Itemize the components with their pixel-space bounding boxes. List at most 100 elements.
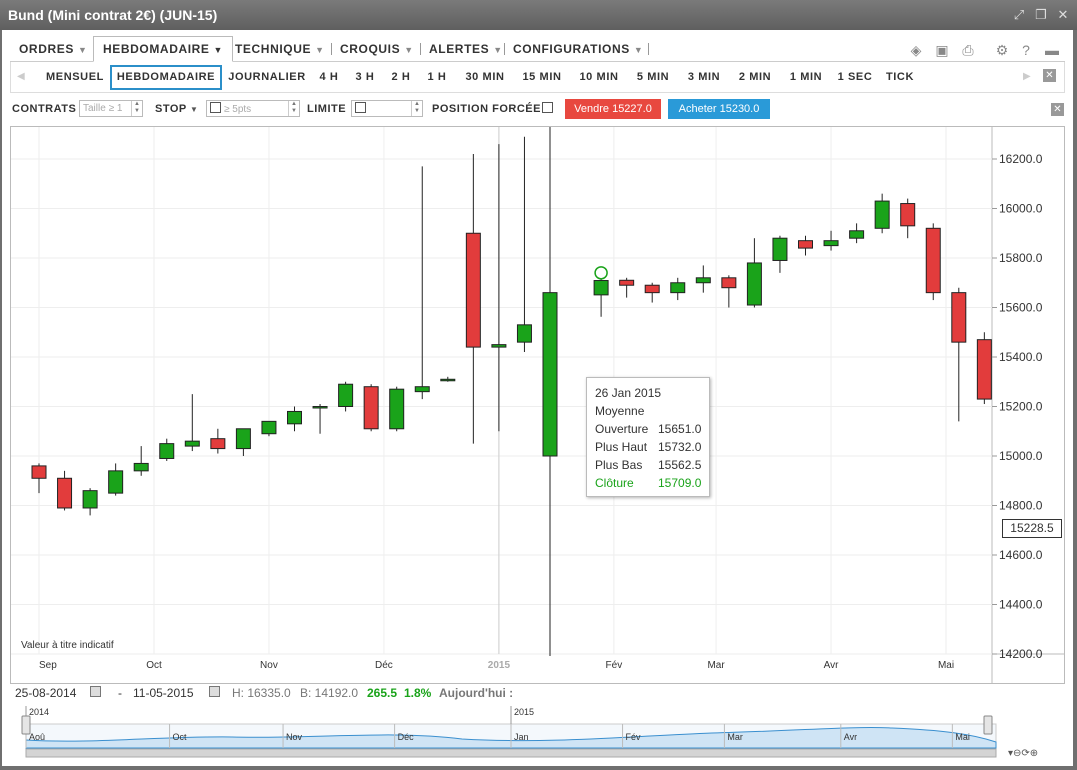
navigator-scrollbar-thumb[interactable] bbox=[25, 748, 997, 758]
forced-position-label: POSITION FORCÉE bbox=[432, 103, 541, 115]
window-title: Bund (Mini contrat 2€) (JUN-15) bbox=[8, 7, 218, 23]
candle-body bbox=[900, 203, 916, 227]
tf-2min[interactable]: 2 MIN bbox=[738, 71, 772, 83]
candle-body bbox=[670, 282, 686, 294]
expand-icon[interactable]: ⤢ bbox=[1013, 7, 1025, 22]
candle-body bbox=[951, 292, 967, 343]
candle-body bbox=[184, 440, 200, 447]
navigator-month-label: Fév bbox=[626, 732, 642, 742]
menu-croquis[interactable]: CROQUIS ▼ bbox=[340, 42, 414, 56]
chevron-down-icon: ▼ bbox=[404, 45, 414, 55]
tf-3min[interactable]: 3 MIN bbox=[687, 71, 721, 83]
y-tick-label: 15600.0 bbox=[999, 301, 1043, 315]
stop-checkbox[interactable] bbox=[210, 102, 221, 113]
spinner-icon[interactable]: ▲ ▼ bbox=[288, 101, 299, 116]
x-tick-label: Fév bbox=[606, 660, 623, 671]
tooltip-high-label: Plus Haut bbox=[595, 440, 648, 454]
sell-button[interactable]: Vendre 15227.0 bbox=[565, 99, 661, 119]
stop-input[interactable]: ≥ 5pts ▲ ▼ bbox=[206, 100, 300, 117]
layers-icon[interactable]: ◈ bbox=[910, 42, 922, 58]
tf-hebdomadaire[interactable]: HEBDOMADAIRE bbox=[110, 65, 222, 90]
window-content: ORDRES ▼ HEBDOMADAIRE ▼ TECHNIQUE ▼ CROQUIS… bbox=[2, 30, 1073, 766]
tooltip-low-label: Plus Bas bbox=[595, 458, 643, 472]
close-icon[interactable]: ✕ bbox=[1057, 7, 1069, 22]
x-tick-label: Mai bbox=[938, 660, 954, 671]
today-label: Aujourd'hui : bbox=[439, 686, 514, 700]
menu-configurations[interactable]: CONFIGURATIONS ▼ bbox=[513, 42, 644, 56]
chevron-down-icon: ▼ bbox=[77, 45, 88, 55]
navigator-year-label: 2015 bbox=[514, 707, 534, 717]
chevron-down-icon: ▼ bbox=[213, 45, 224, 55]
range-end-date[interactable]: 11-05-2015 bbox=[133, 686, 194, 700]
tf-1sec[interactable]: 1 SEC bbox=[837, 71, 873, 83]
tf-10min[interactable]: 10 MIN bbox=[579, 71, 619, 83]
candle-body bbox=[31, 465, 47, 479]
calendar-icon[interactable] bbox=[90, 686, 101, 697]
restore-icon[interactable]: ❐ bbox=[1035, 7, 1047, 22]
candle-body bbox=[82, 490, 98, 509]
spinner-icon[interactable]: ▲ ▼ bbox=[411, 101, 422, 116]
buy-button[interactable]: Acheter 15230.0 bbox=[668, 99, 770, 119]
range-start-date[interactable]: 25-08-2014 bbox=[15, 686, 77, 700]
price-chart[interactable]: 14200.0 14400.0 14600.0 14800.0 15000.0 15200… bbox=[10, 126, 1065, 684]
navigator-month-label: Avr bbox=[844, 732, 857, 742]
candle-body bbox=[593, 280, 609, 296]
candle-body bbox=[746, 262, 762, 306]
limit-checkbox[interactable] bbox=[355, 102, 366, 113]
order-bar: CONTRATS Taille ≥ 1 ▲ ▼ STOP ▼ ≥ 5pts ▲ ▼ LI… bbox=[10, 96, 1065, 122]
tf-1min[interactable]: 1 MIN bbox=[789, 71, 823, 83]
scroll-right-icon[interactable]: ▶ bbox=[1023, 71, 1031, 82]
x-tick-label: Oct bbox=[146, 660, 162, 671]
zoom-icons[interactable]: ▾⊖⟳⊕ bbox=[1008, 748, 1038, 758]
tf-4h[interactable]: 4 H bbox=[319, 71, 339, 83]
menu-ordres[interactable]: ORDRES ▼ bbox=[19, 42, 88, 56]
menu-hebdomadaire[interactable]: HEBDOMADAIRE ▼ bbox=[93, 36, 234, 62]
navigator[interactable]: 2014 2015 Aoû Oct Nov Déc Jan Fév Mar Avr Mai ▾⊖⟳⊕ bbox=[12, 706, 1067, 758]
hover-marker bbox=[594, 266, 608, 280]
navigator-left-handle[interactable] bbox=[21, 715, 31, 735]
gear-icon[interactable]: ⚙ bbox=[995, 42, 1009, 58]
menu-technique[interactable]: TECHNIQUE ▼ bbox=[235, 42, 325, 56]
calendar-icon[interactable] bbox=[209, 686, 220, 697]
chat-icon[interactable]: ▬ bbox=[1045, 42, 1059, 58]
tf-journalier[interactable]: JOURNALIER bbox=[228, 71, 306, 83]
range-change-pct: 1.8% bbox=[404, 686, 432, 700]
print-icon[interactable]: ⎙ bbox=[962, 42, 974, 58]
contracts-input[interactable]: Taille ≥ 1 ▲ ▼ bbox=[79, 100, 143, 117]
image-icon[interactable]: ▣ bbox=[935, 42, 949, 58]
candle-body bbox=[823, 240, 839, 247]
tooltip-close-value: 15709.0 bbox=[658, 476, 702, 490]
candle-body bbox=[133, 462, 149, 472]
close-order-bar-icon[interactable]: ✕ bbox=[1051, 103, 1064, 116]
candle-body bbox=[414, 386, 430, 393]
menu-alertes[interactable]: ALERTES ▼ bbox=[429, 42, 503, 56]
forced-position-checkbox[interactable] bbox=[542, 102, 553, 113]
scroll-left-icon[interactable]: ◀ bbox=[17, 71, 25, 82]
candle-body bbox=[440, 378, 456, 382]
close-timeframes-icon[interactable]: ✕ bbox=[1043, 69, 1056, 82]
help-icon[interactable]: ? bbox=[1022, 42, 1030, 58]
tf-3h[interactable]: 3 H bbox=[355, 71, 375, 83]
navigator-right-handle[interactable] bbox=[983, 715, 993, 735]
spinner-icon[interactable]: ▲ ▼ bbox=[131, 101, 142, 116]
tf-15min[interactable]: 15 MIN bbox=[522, 71, 562, 83]
tf-mensuel[interactable]: MENSUEL bbox=[46, 71, 104, 83]
tooltip-open-value: 15651.0 bbox=[658, 422, 702, 436]
tf-2h[interactable]: 2 H bbox=[391, 71, 411, 83]
navigator-year-label: 2014 bbox=[29, 707, 49, 717]
navigator-month-label: Aoû bbox=[29, 732, 45, 742]
tf-30min[interactable]: 30 MIN bbox=[465, 71, 505, 83]
limit-input[interactable]: ▲ ▼ bbox=[351, 100, 423, 117]
candlestick-chart[interactable]: 14200.0 14400.0 14600.0 14800.0 15000.0 15200… bbox=[11, 127, 1064, 683]
tf-1h[interactable]: 1 H bbox=[427, 71, 447, 83]
range-bar: 25-08-2014 - 11-05-2015 H: 16335.0 B: 14… bbox=[10, 680, 1065, 704]
x-tick-label: Sep bbox=[39, 660, 57, 671]
tf-5min[interactable]: 5 MIN bbox=[636, 71, 670, 83]
candle-body bbox=[976, 339, 992, 400]
stop-label: STOP bbox=[155, 103, 187, 115]
chevron-down-icon[interactable]: ▼ bbox=[190, 105, 199, 114]
y-tick-label: 15400.0 bbox=[999, 350, 1043, 364]
candle-body bbox=[287, 410, 302, 425]
candle-body bbox=[210, 438, 226, 450]
tf-tick[interactable]: TICK bbox=[885, 71, 915, 83]
